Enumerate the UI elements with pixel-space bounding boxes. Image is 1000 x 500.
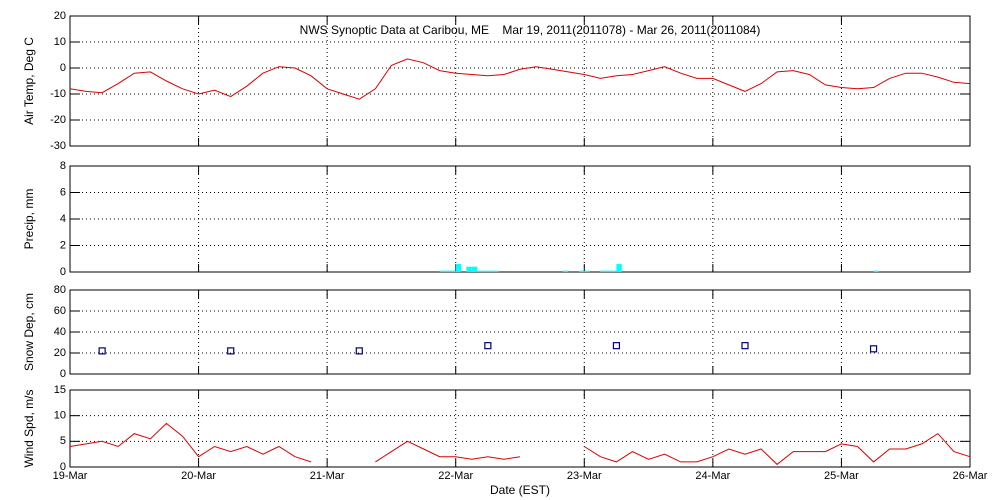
y-axis-label: Air Temp, Deg C [22,37,36,125]
bar [562,270,569,272]
y-tick-label: 40 [54,326,66,338]
y-tick-label: 20 [54,10,66,22]
bar [450,270,456,272]
point [741,342,749,350]
bar [466,266,472,272]
bar [445,270,451,272]
bar [471,266,478,272]
y-tick-label: 0 [60,62,66,74]
x-tick-label: 22-Mar [438,470,473,482]
y-tick-label: 20 [54,347,66,359]
y-tick-label: 10 [54,410,66,422]
x-tick-label: 24-Mar [695,470,730,482]
y-tick-label: 15 [54,384,66,396]
bar [584,270,590,272]
x-tick-label: 21-Mar [310,470,345,482]
data-line [69,422,971,466]
chart-title: NWS Synoptic Data at Caribou, ME Mar 19,… [300,23,761,37]
bar [611,270,617,272]
point [612,342,621,350]
bar [578,270,585,272]
bar [439,270,445,272]
y-tick-label: 10 [54,36,66,48]
bar [600,270,606,272]
y-tick-label: 0 [60,368,66,380]
y-tick-label: -20 [50,114,66,126]
x-tick-label: 19-Mar [53,470,88,482]
bar [477,270,483,272]
bar [482,270,488,272]
point [484,342,492,350]
bar [455,264,462,272]
point [98,347,106,355]
y-axis-label: Wind Spd, m/s [22,389,36,467]
plot-frame [69,15,971,147]
y-tick-label: -10 [50,88,66,100]
bar [487,270,494,272]
y-tick-label: 80 [54,284,66,296]
y-tick-label: -30 [50,140,66,152]
y-tick-label: 60 [54,305,66,317]
x-tick-label: 23-Mar [567,470,602,482]
point [227,347,235,355]
y-tick-label: 0 [60,266,66,278]
y-tick-label: 6 [60,186,66,198]
x-tick-label: 26-Mar [953,470,988,482]
plot-frame [69,389,971,468]
y-tick-label: 4 [60,213,66,225]
bar [873,270,879,272]
bar [493,270,499,272]
y-tick-label: 0 [60,461,66,473]
x-tick-label: 25-Mar [824,470,859,482]
x-tick-label: 20-Mar [181,470,216,482]
y-axis-label: Precip, mm [22,189,36,250]
y-tick-label: 5 [60,435,66,447]
y-axis-label: Snow Dep, cm [22,293,36,371]
point [869,345,878,353]
y-tick-label: 8 [60,160,66,172]
y-tick-label: 2 [60,239,66,251]
bar [605,270,612,272]
data-line [69,58,971,100]
x-axis-label: Date (EST) [490,483,550,497]
bar [616,264,622,272]
point [355,347,363,355]
